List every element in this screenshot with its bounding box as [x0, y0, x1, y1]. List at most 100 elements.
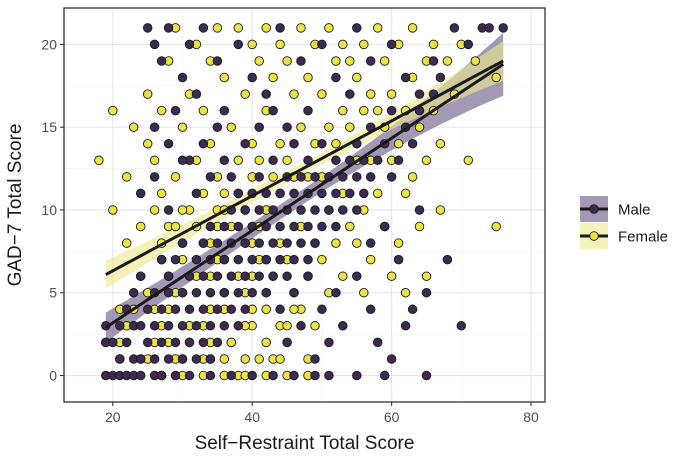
- female-point: [275, 138, 285, 149]
- male-point: [352, 23, 362, 33]
- male-point: [219, 287, 230, 298]
- male-point: [435, 72, 446, 83]
- male-point: [149, 122, 160, 132]
- male-point: [310, 172, 320, 182]
- y-axis-ticks: 0 5 10 15 20: [41, 36, 64, 384]
- female-point: [435, 138, 446, 149]
- female-point: [282, 155, 292, 166]
- male-point: [421, 287, 432, 298]
- y-tick-label: 5: [49, 285, 57, 301]
- male-point: [156, 254, 167, 265]
- male-point: [156, 304, 167, 315]
- female-point: [289, 89, 299, 99]
- male-point: [163, 321, 174, 331]
- male-point: [191, 321, 202, 331]
- male-point: [498, 23, 508, 33]
- male-point: [365, 304, 376, 315]
- male-point: [345, 188, 355, 199]
- male-point: [191, 287, 202, 298]
- male-point: [310, 205, 320, 215]
- female-point: [149, 205, 160, 215]
- male-point: [135, 321, 146, 331]
- female-ci-band: [105, 41, 504, 289]
- male-point: [247, 287, 257, 298]
- male-point: [198, 271, 209, 281]
- male-point: [233, 287, 244, 298]
- x-tick-label: 80: [523, 409, 539, 425]
- male-point: [421, 370, 432, 381]
- male-point: [163, 287, 174, 298]
- male-point: [393, 155, 404, 166]
- male-point: [163, 205, 174, 215]
- x-tick-label: 40: [244, 409, 260, 425]
- male-point: [449, 23, 460, 33]
- female-point: [365, 89, 376, 99]
- male-point: [331, 221, 341, 232]
- male-point: [191, 254, 202, 265]
- female-point: [310, 321, 320, 331]
- male-point: [289, 138, 299, 149]
- male-point: [317, 138, 327, 149]
- male-point: [212, 122, 223, 132]
- male-point: [289, 370, 299, 381]
- female-point: [372, 188, 383, 199]
- male-point: [268, 370, 278, 381]
- female-point: [254, 354, 264, 364]
- male-point: [254, 205, 264, 215]
- female-point: [275, 354, 285, 364]
- male-point: [303, 271, 313, 281]
- male-point: [149, 172, 160, 182]
- female-point: [240, 354, 250, 364]
- male-point: [303, 254, 313, 265]
- male-point: [414, 89, 425, 99]
- male-point: [386, 39, 397, 50]
- male-point: [226, 304, 237, 315]
- male-point: [268, 105, 278, 116]
- male-point: [310, 370, 320, 381]
- male-point: [282, 238, 292, 248]
- male-point: [205, 370, 216, 381]
- male-point: [268, 271, 278, 281]
- male-point: [317, 39, 327, 50]
- female-point: [282, 321, 292, 331]
- x-tick-label: 20: [105, 409, 121, 425]
- male-point: [463, 39, 474, 50]
- male-point: [184, 370, 195, 381]
- legend-label: Male: [618, 202, 651, 219]
- male-point: [115, 354, 125, 364]
- male-point: [296, 56, 306, 66]
- male-point: [324, 370, 334, 381]
- male-point: [254, 122, 264, 132]
- female-point: [177, 122, 188, 132]
- male-point: [163, 23, 174, 33]
- female-point: [359, 287, 369, 298]
- male-point: [338, 321, 348, 331]
- male-point: [219, 254, 230, 265]
- male-point: [219, 105, 230, 116]
- y-tick-label: 10: [41, 202, 57, 218]
- female-point: [345, 56, 355, 66]
- female-point: [156, 105, 167, 116]
- male-point: [275, 23, 285, 33]
- female-point: [268, 72, 278, 83]
- y-tick-label: 0: [49, 368, 57, 384]
- female-point: [331, 238, 341, 248]
- female-point: [407, 172, 418, 182]
- male-point: [240, 238, 250, 248]
- female-point: [407, 23, 418, 33]
- male-point: [128, 287, 139, 298]
- male-point: [331, 188, 341, 199]
- female-point: [414, 122, 425, 132]
- male-point: [268, 155, 278, 166]
- x-axis-ticks: 20 40 60 80: [105, 402, 539, 425]
- male-point: [282, 337, 292, 348]
- female-point: [338, 105, 348, 116]
- legend-key-point: [589, 204, 599, 214]
- female-point: [142, 138, 153, 149]
- male-point: [372, 155, 383, 166]
- male-point: [233, 221, 244, 232]
- male-point: [177, 287, 188, 298]
- male-point: [254, 172, 264, 182]
- male-point: [219, 321, 230, 331]
